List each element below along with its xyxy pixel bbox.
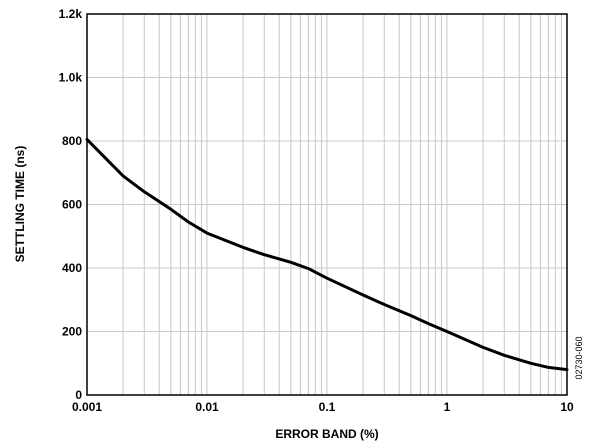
y-axis-title: SETTLING TIME (ns) <box>13 146 27 263</box>
x-tick-label: 10 <box>560 400 574 414</box>
y-tick-label: 200 <box>62 325 82 339</box>
y-tick-label: 1.0k <box>59 71 83 85</box>
figure-id: 02730-060 <box>574 336 584 379</box>
x-axis-title: ERROR BAND (%) <box>275 427 378 441</box>
grid-lines <box>87 14 567 395</box>
y-tick-label: 400 <box>62 261 82 275</box>
series-line <box>85 137 569 372</box>
y-tick-label: 800 <box>62 134 82 148</box>
plot-frame <box>86 13 568 396</box>
y-tick-label: 600 <box>62 198 82 212</box>
x-tick-label: 1 <box>444 400 451 414</box>
x-tick-label: 0.001 <box>72 400 102 414</box>
y-tick-labels: 0 200 400 600 800 1.0k 1.2k <box>59 7 83 402</box>
y-tick-label: 1.2k <box>59 7 83 21</box>
x-tick-label: 0.01 <box>195 400 219 414</box>
y-tick-label: 0 <box>75 388 82 402</box>
x-tick-labels: 0.001 0.01 0.1 1 10 <box>72 400 574 414</box>
x-tick-label: 0.1 <box>319 400 336 414</box>
